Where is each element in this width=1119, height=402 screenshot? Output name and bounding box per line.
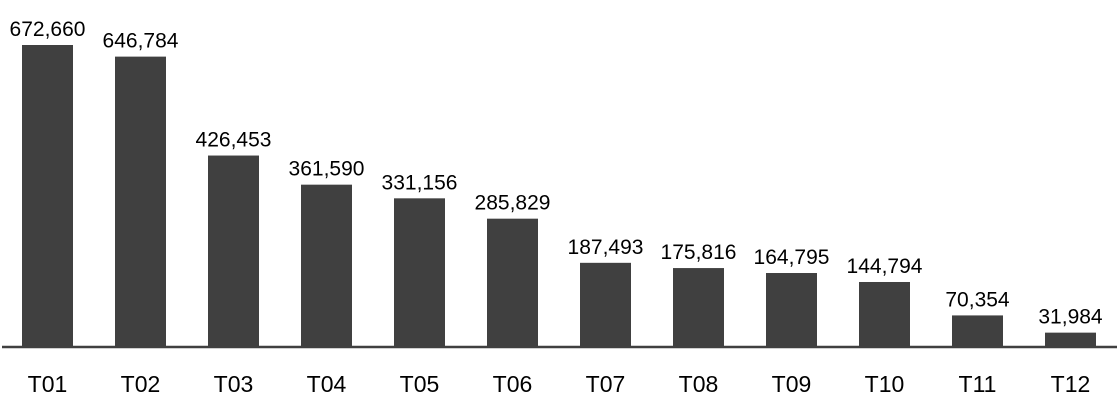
data-label-t04: 361,590 bbox=[289, 158, 365, 181]
bar-t10 bbox=[859, 281, 910, 347]
x-tick-label-t04: T04 bbox=[307, 371, 347, 397]
x-tick-label-t09: T09 bbox=[772, 371, 812, 397]
data-label-t08: 175,816 bbox=[661, 241, 737, 264]
bar-t04 bbox=[301, 184, 352, 347]
data-label-t01: 672,660 bbox=[10, 18, 86, 41]
data-label-t10: 144,794 bbox=[847, 255, 923, 278]
x-tick-label-t10: T10 bbox=[865, 371, 905, 397]
x-tick-label-t07: T07 bbox=[586, 371, 626, 397]
data-label-t05: 331,156 bbox=[382, 171, 458, 194]
x-tick-labels-group: T01 T02 T03 T04 T05 T06 T07 T08 T09 T10 T11 T12 bbox=[28, 371, 1091, 397]
x-tick-label-t01: T01 bbox=[28, 371, 68, 397]
x-tick-label-t02: T02 bbox=[121, 371, 161, 397]
bar-t03 bbox=[208, 155, 259, 347]
bar-t05 bbox=[394, 198, 445, 347]
x-tick-label-t11: T11 bbox=[959, 371, 997, 397]
bar-t11 bbox=[952, 315, 1003, 347]
data-label-t03: 426,453 bbox=[196, 129, 272, 152]
x-tick-label-t12: T12 bbox=[1051, 371, 1091, 397]
x-tick-label-t03: T03 bbox=[214, 371, 254, 397]
data-label-t06: 285,829 bbox=[475, 192, 551, 215]
bars-group bbox=[22, 45, 1096, 348]
bar-t02 bbox=[115, 56, 166, 348]
bar-t12 bbox=[1045, 332, 1096, 347]
x-tick-label-t05: T05 bbox=[400, 371, 440, 397]
data-label-t11: 70,354 bbox=[945, 288, 1010, 311]
bar-t08 bbox=[673, 268, 724, 347]
data-label-t07: 187,493 bbox=[568, 236, 644, 259]
x-tick-label-t06: T06 bbox=[493, 371, 533, 397]
bar-t09 bbox=[766, 273, 817, 347]
data-label-t09: 164,795 bbox=[754, 246, 830, 269]
data-label-t12: 31,984 bbox=[1038, 306, 1103, 329]
x-tick-label-t08: T08 bbox=[679, 371, 719, 397]
bar-t06 bbox=[487, 218, 538, 347]
data-labels-group: 672,660 646,784 426,453 361,590 331,156 285,8… bbox=[10, 18, 1103, 329]
data-label-t02: 646,784 bbox=[103, 30, 179, 53]
bar-t01 bbox=[22, 45, 73, 347]
bar-t07 bbox=[580, 262, 631, 347]
